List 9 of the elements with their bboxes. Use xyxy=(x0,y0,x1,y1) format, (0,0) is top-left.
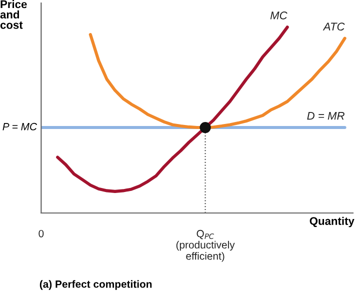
y-axis-title: Price and cost xyxy=(0,0,27,29)
text: (a) Perfect competition xyxy=(40,280,152,290)
x-tick-label: 0 xyxy=(38,230,44,238)
x-tick-label: Q$_{PC}$ (productively efficient) xyxy=(176,230,235,262)
series-label: D = MR xyxy=(307,112,344,120)
x-axis-title: Quantity xyxy=(310,216,354,228)
series-label: ATC xyxy=(322,22,345,31)
series-label: MC xyxy=(270,12,288,20)
annotation: P = MC xyxy=(2,122,38,130)
